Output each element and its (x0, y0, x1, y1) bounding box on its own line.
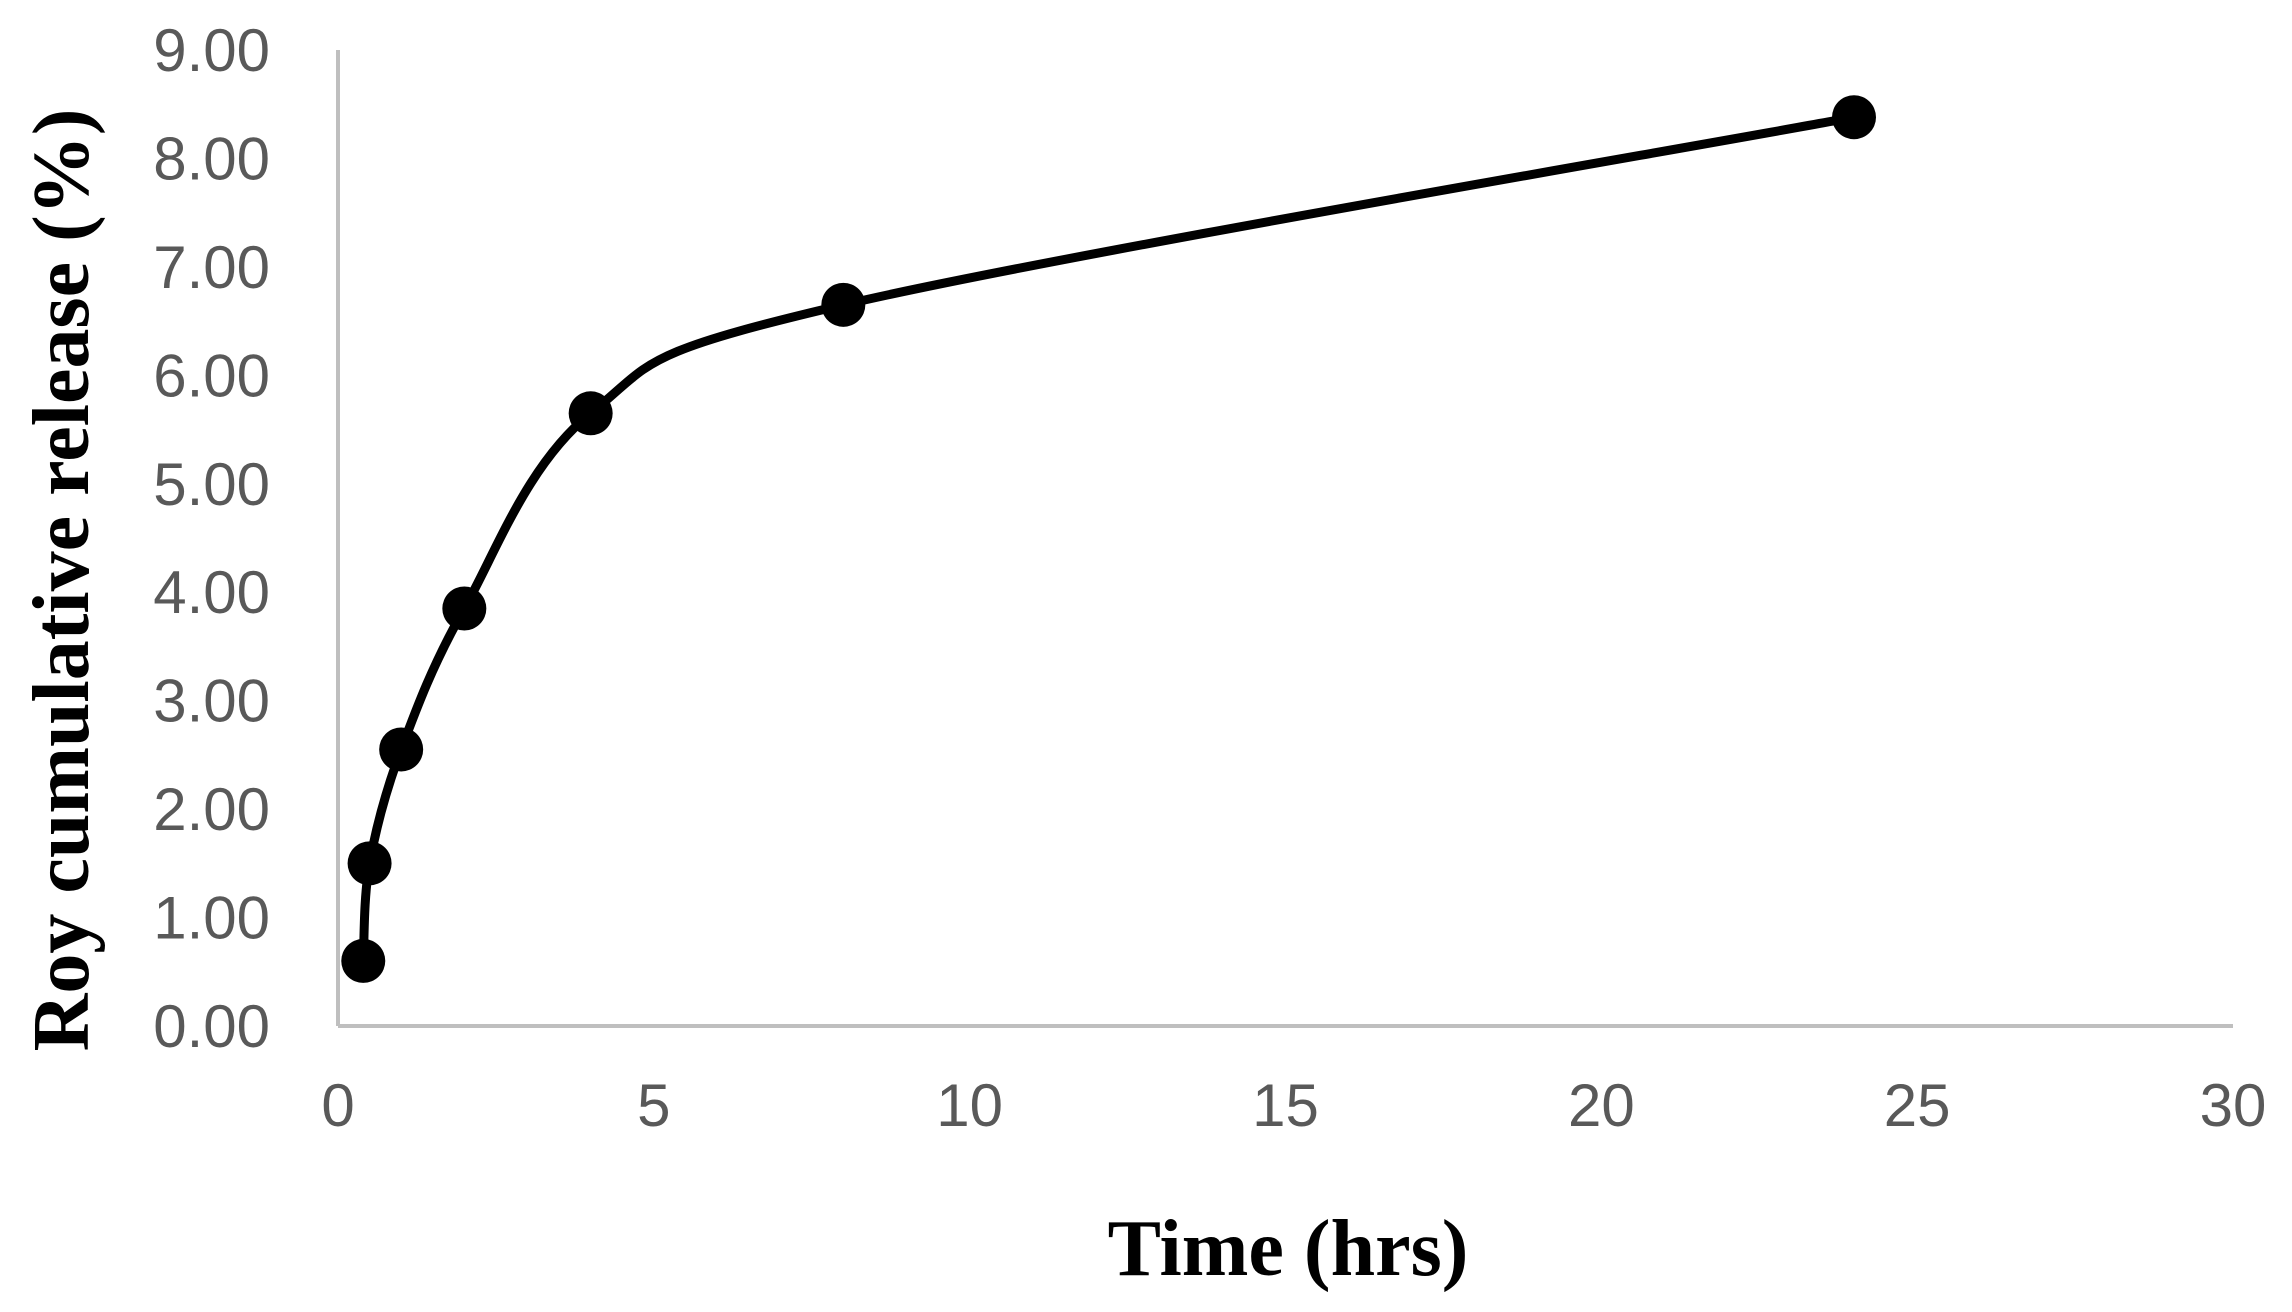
y-tick-label: 8.00 (153, 125, 270, 192)
data-point (821, 282, 866, 327)
y-tick-label: 1.00 (153, 885, 270, 952)
plot-area: 0.00 1.00 2.00 3.00 4.00 5.00 6.00 7.00 8.00 9.00… (153, 17, 2266, 1139)
data-point (347, 841, 392, 886)
y-tick-label: 5.00 (153, 451, 270, 518)
data-point (442, 586, 487, 631)
y-tick-label: 0.00 (153, 993, 270, 1060)
series-line (358, 112, 1859, 966)
y-tick-label: 3.00 (153, 668, 270, 735)
y-tick-label: 6.00 (153, 342, 270, 409)
y-tick-label: 7.00 (153, 234, 270, 301)
y-axis-title: Roy cumulative release (%) (18, 109, 106, 1052)
y-tick-label: 2.00 (153, 776, 270, 843)
y-tick-label: 4.00 (153, 559, 270, 626)
x-tick-labels: 0 5 10 15 20 25 30 (321, 1072, 2266, 1139)
x-tick-label: 10 (936, 1072, 1003, 1139)
data-point (1832, 95, 1876, 140)
x-axis-title: Time (hrs) (1108, 1205, 1469, 1293)
data-point (341, 938, 386, 983)
series-layer (341, 95, 1876, 983)
x-tick-label: 25 (1884, 1072, 1951, 1139)
y-tick-label: 9.00 (153, 17, 270, 84)
x-tick-label: 15 (1252, 1072, 1319, 1139)
y-tick-labels: 0.00 1.00 2.00 3.00 4.00 5.00 6.00 7.00 8.00 9.00 (153, 17, 270, 1060)
x-tick-label: 30 (2200, 1072, 2267, 1139)
x-tick-label: 20 (1568, 1072, 1635, 1139)
data-point (568, 391, 613, 436)
data-point (379, 727, 424, 772)
x-tick-label: 0 (321, 1072, 354, 1139)
x-tick-label: 5 (637, 1072, 670, 1139)
